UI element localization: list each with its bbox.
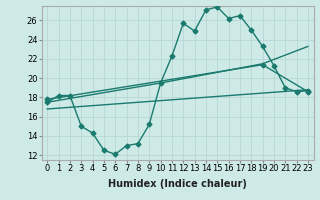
X-axis label: Humidex (Indice chaleur): Humidex (Indice chaleur)	[108, 179, 247, 189]
